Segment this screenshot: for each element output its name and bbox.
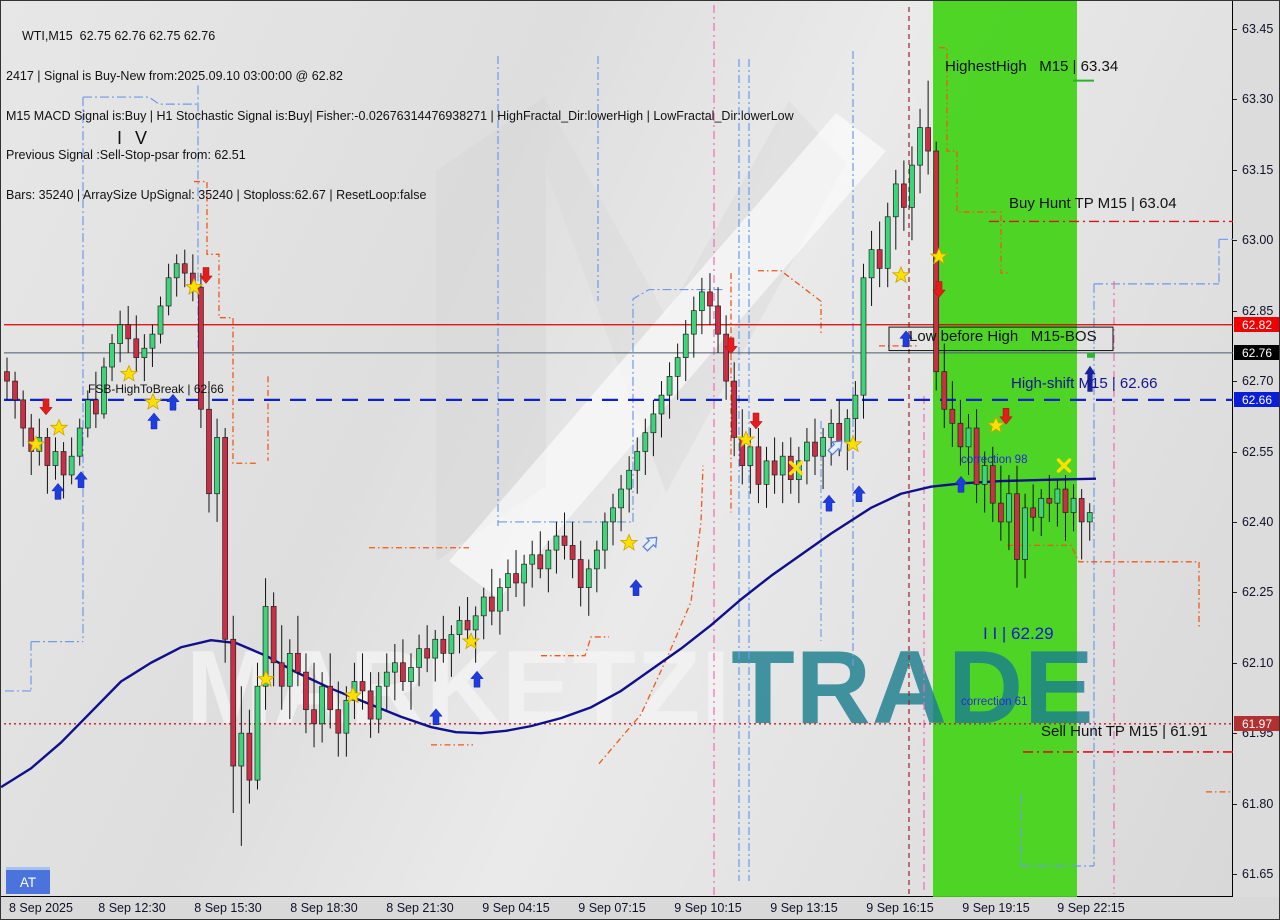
- price-tick: [1233, 381, 1237, 383]
- time-tick-label: 8 Sep 12:30: [98, 901, 166, 915]
- price-tick-label: 61.65: [1242, 867, 1274, 881]
- price-tick: [1233, 803, 1237, 805]
- level-ii-label: I I | 62.29: [983, 624, 1054, 643]
- price-tick-label: 62.25: [1242, 585, 1274, 600]
- time-tick-label: 9 Sep 07:15: [578, 901, 646, 915]
- price-tick-label: 62.85: [1242, 303, 1274, 318]
- price-tick: [1233, 592, 1237, 594]
- price-badge-61.97: 61.97: [1234, 716, 1279, 732]
- price-tick: [1233, 99, 1237, 101]
- signal-line: 2417 | Signal is Buy-New from:2025.09.10…: [6, 69, 343, 84]
- time-tick-label: 9 Sep 22:15: [1057, 901, 1125, 915]
- chart-info-panel: WTI,M15 62.75 62.76 62.75 62.76 2417 | S…: [6, 4, 794, 228]
- price-axis: 63.45 63.30 63.15 63.00 62.85 62.70 62.55 62.40…: [1233, 1, 1279, 897]
- low-before-high-bos-label: Low before High M15-BOS: [909, 328, 1097, 345]
- price-tick: [1233, 662, 1237, 664]
- time-tick-label: 9 Sep 16:15: [866, 901, 934, 915]
- price-tick: [1233, 521, 1237, 523]
- brand-logo-watermark: [436, 96, 886, 599]
- correction-top-label: correction 98: [961, 454, 1028, 466]
- time-tick-label: 8 Sep 21:30: [386, 901, 454, 915]
- price-tick: [1233, 169, 1237, 171]
- candlesticks: [4, 80, 1093, 846]
- indicator-line: M15 MACD Signal is:Buy | H1 Stochastic S…: [6, 108, 794, 123]
- time-tick-label: 8 Sep 18:30: [290, 901, 358, 915]
- moving-average-line: [1, 477, 1097, 789]
- watermark-text: MARKETZITRADE: [186, 630, 1094, 746]
- time-axis: 8 Sep 2025 8 Sep 12:30 8 Sep 15:30 8 Sep 18…: [1, 897, 1279, 919]
- correction-bottom-label: correction 61: [961, 696, 1028, 708]
- price-level-lines: [4, 79, 1233, 753]
- roman-iv-label: I V: [117, 128, 152, 148]
- symbol-ohlc-line: WTI,M15 62.75 62.76 62.75 62.76: [22, 29, 216, 44]
- price-tick: [1233, 240, 1237, 242]
- price-tick-label: 61.80: [1242, 796, 1274, 811]
- price-tick: [1233, 29, 1237, 30]
- buy-hunt-tp-label: Buy Hunt TP M15 | 63.04: [1009, 195, 1177, 212]
- price-tick-label: 62.40: [1242, 514, 1274, 529]
- price-badge-62.82: 62.82: [1234, 317, 1279, 333]
- channel-band-lines: [5, 85, 1233, 867]
- price-tick-label: 63.45: [1242, 22, 1274, 36]
- time-tick-label: 8 Sep 2025: [9, 901, 73, 915]
- price-tick: [1233, 451, 1237, 453]
- signal-markers: [27, 247, 1096, 725]
- time-tick-label: 9 Sep 13:15: [770, 901, 838, 915]
- buy-zone-highlight: [933, 1, 1077, 897]
- chart-plot: MARKETZITRADE: [1, 1, 1233, 897]
- high-shift-label: High-shift M15 | 62.66: [1011, 375, 1158, 392]
- auto-trade-button[interactable]: AT: [6, 867, 50, 894]
- chart-canvas[interactable]: MARKETZITRADE WTI,M15 62.75 62.76 62.75 …: [1, 1, 1233, 897]
- time-tick-label: 8 Sep 15:30: [194, 901, 262, 915]
- price-badge-62.66: 62.66: [1234, 392, 1279, 408]
- price-tick: [1233, 310, 1237, 312]
- psar-step-lines: [194, 47, 1233, 793]
- highest-high-label: HighestHigh M15 | 63.34: [945, 58, 1119, 75]
- fsb-high-to-break-label: FSB-HighToBreak | 62.66: [88, 382, 224, 396]
- time-tick-label: 9 Sep 10:15: [674, 901, 742, 915]
- price-tick: [1233, 874, 1237, 875]
- price-tick-label: 63.15: [1242, 162, 1274, 177]
- time-tick-label: 9 Sep 04:15: [482, 901, 550, 915]
- previous-signal-line: Previous Signal :Sell-Stop-psar from: 62…: [6, 148, 246, 163]
- price-badge-62.76: 62.76: [1234, 345, 1279, 361]
- price-tick-label: 62.70: [1242, 374, 1274, 389]
- session-vlines: [497, 5, 1115, 895]
- time-tick-label: 9 Sep 19:15: [962, 901, 1030, 915]
- price-tick-label: 62.10: [1242, 655, 1274, 670]
- bars-line: Bars: 35240 | ArraySize UpSignal: 35240 …: [6, 187, 427, 202]
- price-tick-label: 62.55: [1242, 444, 1274, 459]
- price-tick-label: 63.00: [1242, 233, 1274, 248]
- bos-box: [888, 326, 1114, 352]
- sell-hunt-tp-label: Sell Hunt TP M15 | 61.91: [1041, 723, 1208, 740]
- price-tick: [1233, 733, 1237, 735]
- price-tick-label: 63.30: [1242, 92, 1274, 107]
